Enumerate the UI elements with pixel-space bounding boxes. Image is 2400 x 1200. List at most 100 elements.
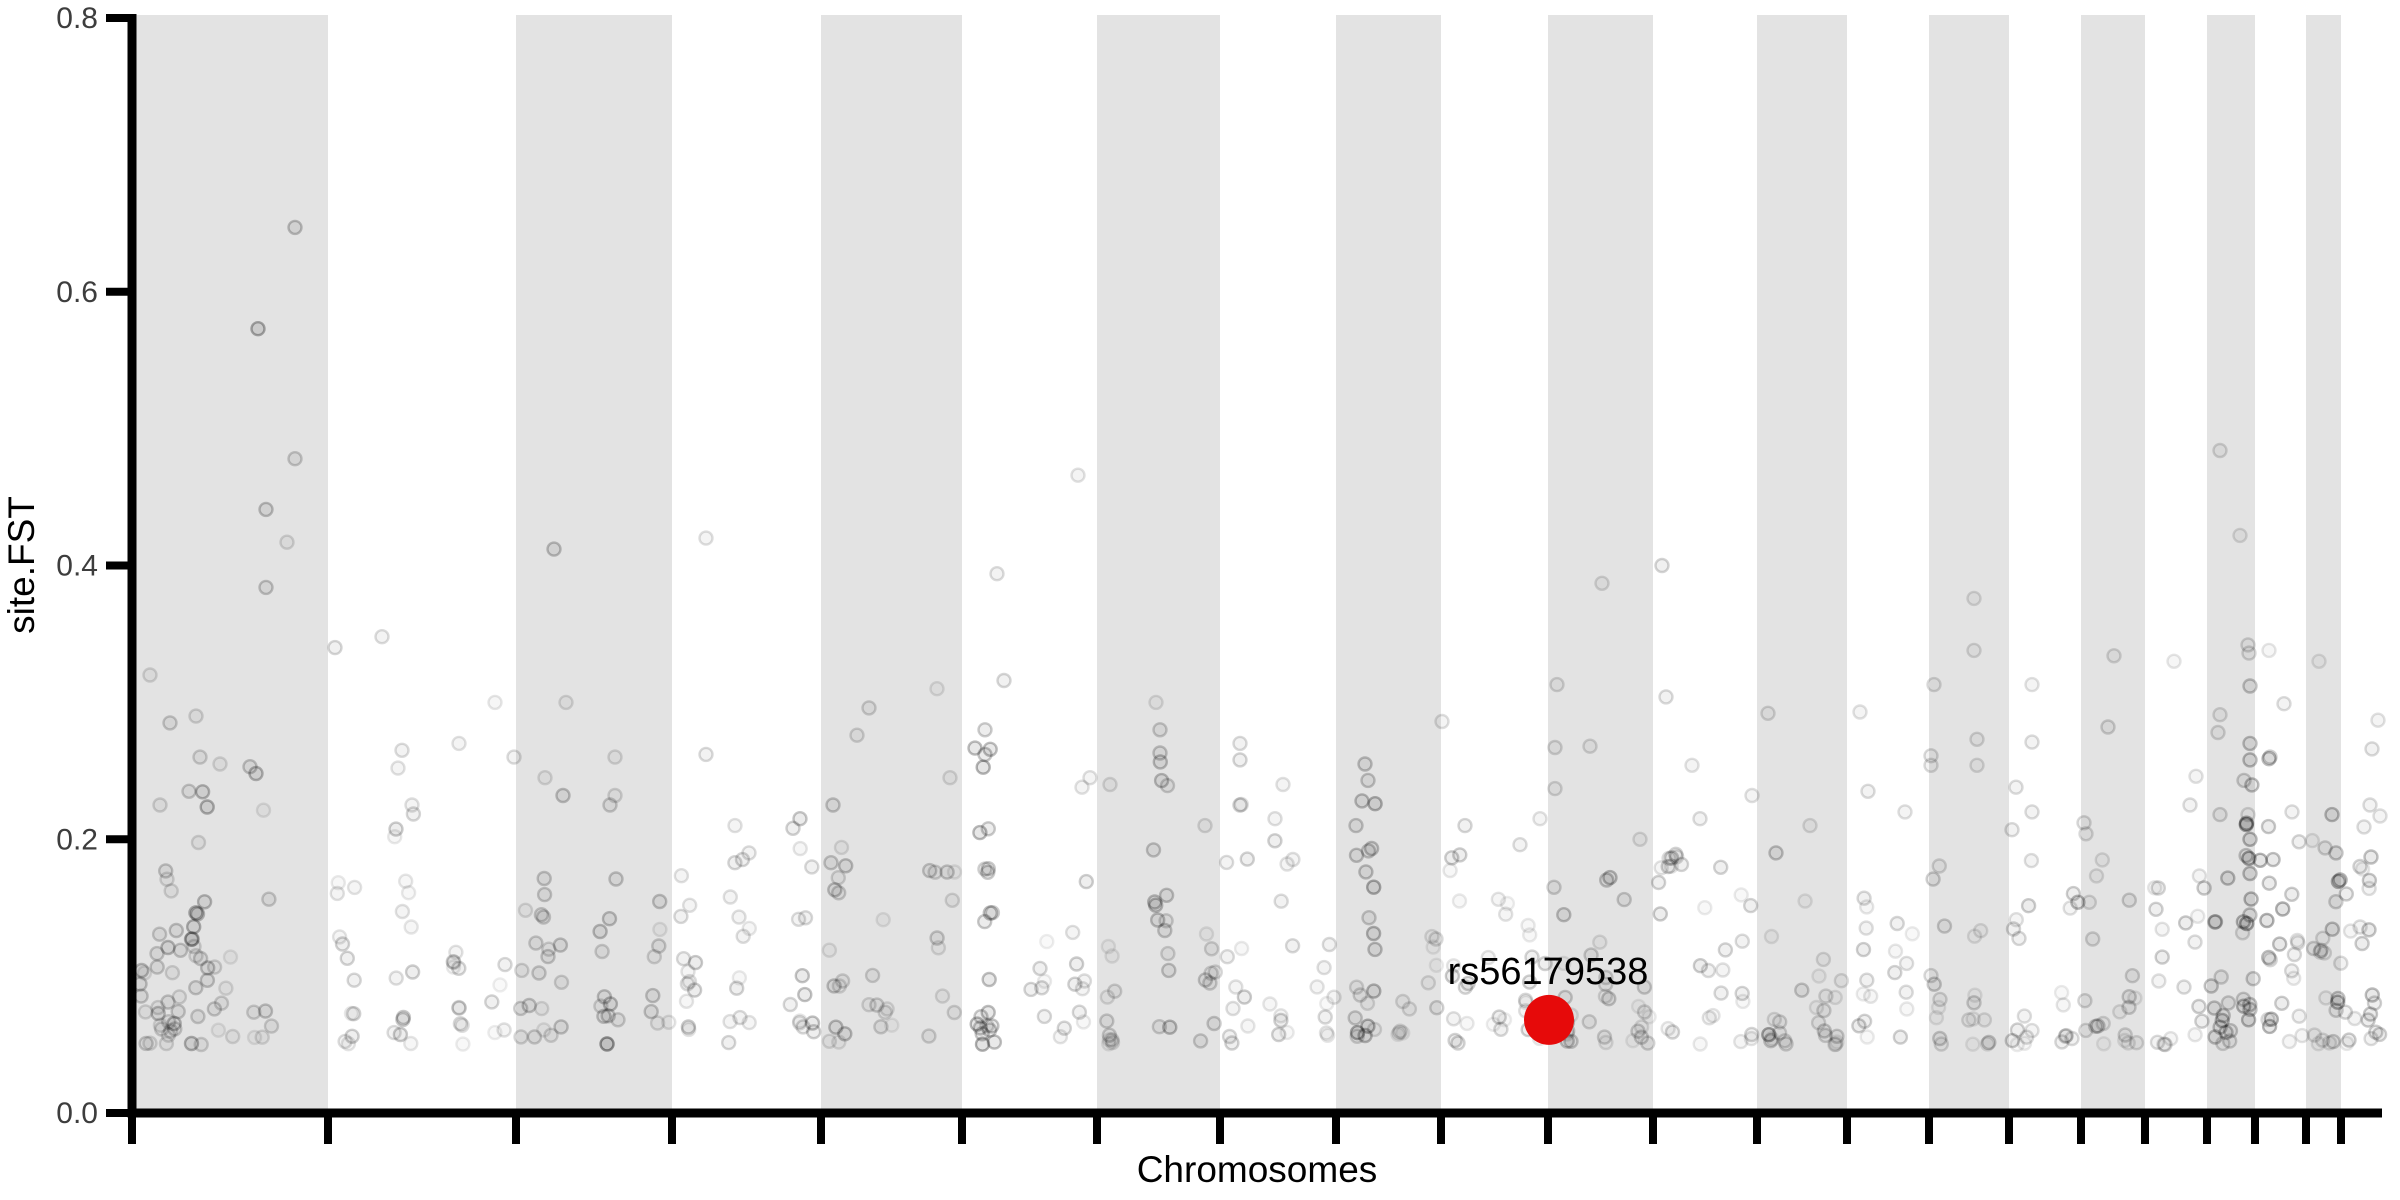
data-point [1661, 850, 1677, 866]
data-point [2196, 880, 2212, 896]
data-point [833, 839, 850, 856]
data-point [1064, 924, 1081, 941]
data-point [1794, 982, 1810, 998]
data-point [261, 891, 277, 907]
data-point [2366, 995, 2383, 1011]
data-point [1319, 995, 1335, 1012]
data-point [192, 749, 208, 765]
data-point [164, 965, 181, 981]
data-point [2207, 914, 2224, 930]
data-point [1357, 756, 1373, 772]
data-point [1625, 1032, 1641, 1049]
data-point [610, 1012, 626, 1028]
data-point [1743, 1026, 1760, 1043]
data-point [218, 980, 234, 996]
data-point [2124, 968, 2141, 984]
data-point [346, 1006, 362, 1022]
data-point [594, 943, 610, 960]
y-tick-label: 0.6 [56, 276, 98, 309]
data-point [246, 1004, 262, 1020]
data-point [682, 897, 698, 913]
data-point [929, 930, 945, 946]
data-point [2112, 1004, 2128, 1020]
data-point [1735, 993, 1751, 1010]
data-point [2363, 1030, 2379, 1047]
data-point [2024, 734, 2040, 750]
data-point [1817, 1027, 1834, 1044]
data-point [1197, 972, 1214, 988]
highlight-point-group [1524, 994, 1574, 1045]
data-point [2242, 831, 2258, 847]
data-point [1744, 787, 1760, 804]
data-point [167, 1021, 183, 1037]
data-point [2191, 868, 2208, 884]
data-point [2354, 935, 2370, 952]
data-point [2212, 442, 2228, 459]
data-point [1359, 995, 1376, 1011]
data-point [731, 970, 748, 986]
data-point [1485, 1016, 1502, 1033]
data-point [2191, 998, 2207, 1015]
data-point [2304, 832, 2321, 849]
data-point [2016, 1008, 2033, 1024]
data-point [1654, 557, 1670, 574]
data-point [1221, 1028, 1238, 1045]
data-point [149, 959, 165, 975]
data-point [1630, 1023, 1646, 1039]
data-point [339, 950, 355, 966]
data-point [600, 1008, 616, 1024]
data-point [445, 954, 461, 970]
data-point [790, 911, 807, 927]
data-point [681, 1021, 697, 1038]
data-point [2018, 1029, 2035, 1045]
data-point [151, 926, 168, 942]
data-point [1816, 1023, 1833, 1039]
data-point [2371, 1026, 2388, 1043]
data-point [1348, 817, 1364, 834]
data-point [1284, 938, 1301, 954]
data-point [553, 1019, 569, 1035]
data-point [210, 1022, 227, 1038]
data-point [1712, 859, 1729, 875]
data-point [222, 949, 239, 965]
data-point [944, 892, 960, 908]
data-point [1936, 918, 1953, 934]
data-point [2206, 1000, 2223, 1016]
data-point [646, 949, 662, 965]
data-point [346, 972, 362, 988]
data-point [1827, 1036, 1844, 1053]
data-point [1966, 590, 1982, 607]
data-point [1818, 988, 1834, 1004]
data-point [1979, 1036, 1996, 1052]
data-point [1158, 913, 1174, 929]
data-point [340, 1035, 357, 1052]
data-point [1232, 735, 1248, 752]
data-point [599, 1036, 615, 1052]
data-point [2095, 1015, 2111, 1032]
data-point [1491, 1009, 1507, 1025]
data-point [1969, 731, 1985, 747]
chromosome-bands [136, 15, 2341, 1109]
data-point [451, 1000, 467, 1016]
data-point [1203, 965, 1219, 981]
data-point [2023, 852, 2040, 869]
data-point [190, 834, 207, 851]
data-point [1632, 831, 1648, 847]
data-point [2176, 979, 2192, 995]
data-point [607, 787, 623, 804]
data-point [206, 1001, 223, 1017]
data-point [2016, 1035, 2033, 1052]
data-point [334, 936, 351, 952]
data-point [2220, 995, 2237, 1011]
data-point [989, 566, 1005, 582]
data-point [722, 1013, 738, 1030]
data-point [344, 1028, 360, 1045]
data-point [1981, 1034, 1997, 1051]
data-point [2241, 645, 2257, 661]
data-point [1273, 1012, 1289, 1029]
data-point [2242, 1001, 2258, 1018]
data-point [1743, 1030, 1760, 1047]
data-point [1771, 1014, 1788, 1030]
data-point [137, 1004, 154, 1020]
data-point [1692, 811, 1708, 827]
